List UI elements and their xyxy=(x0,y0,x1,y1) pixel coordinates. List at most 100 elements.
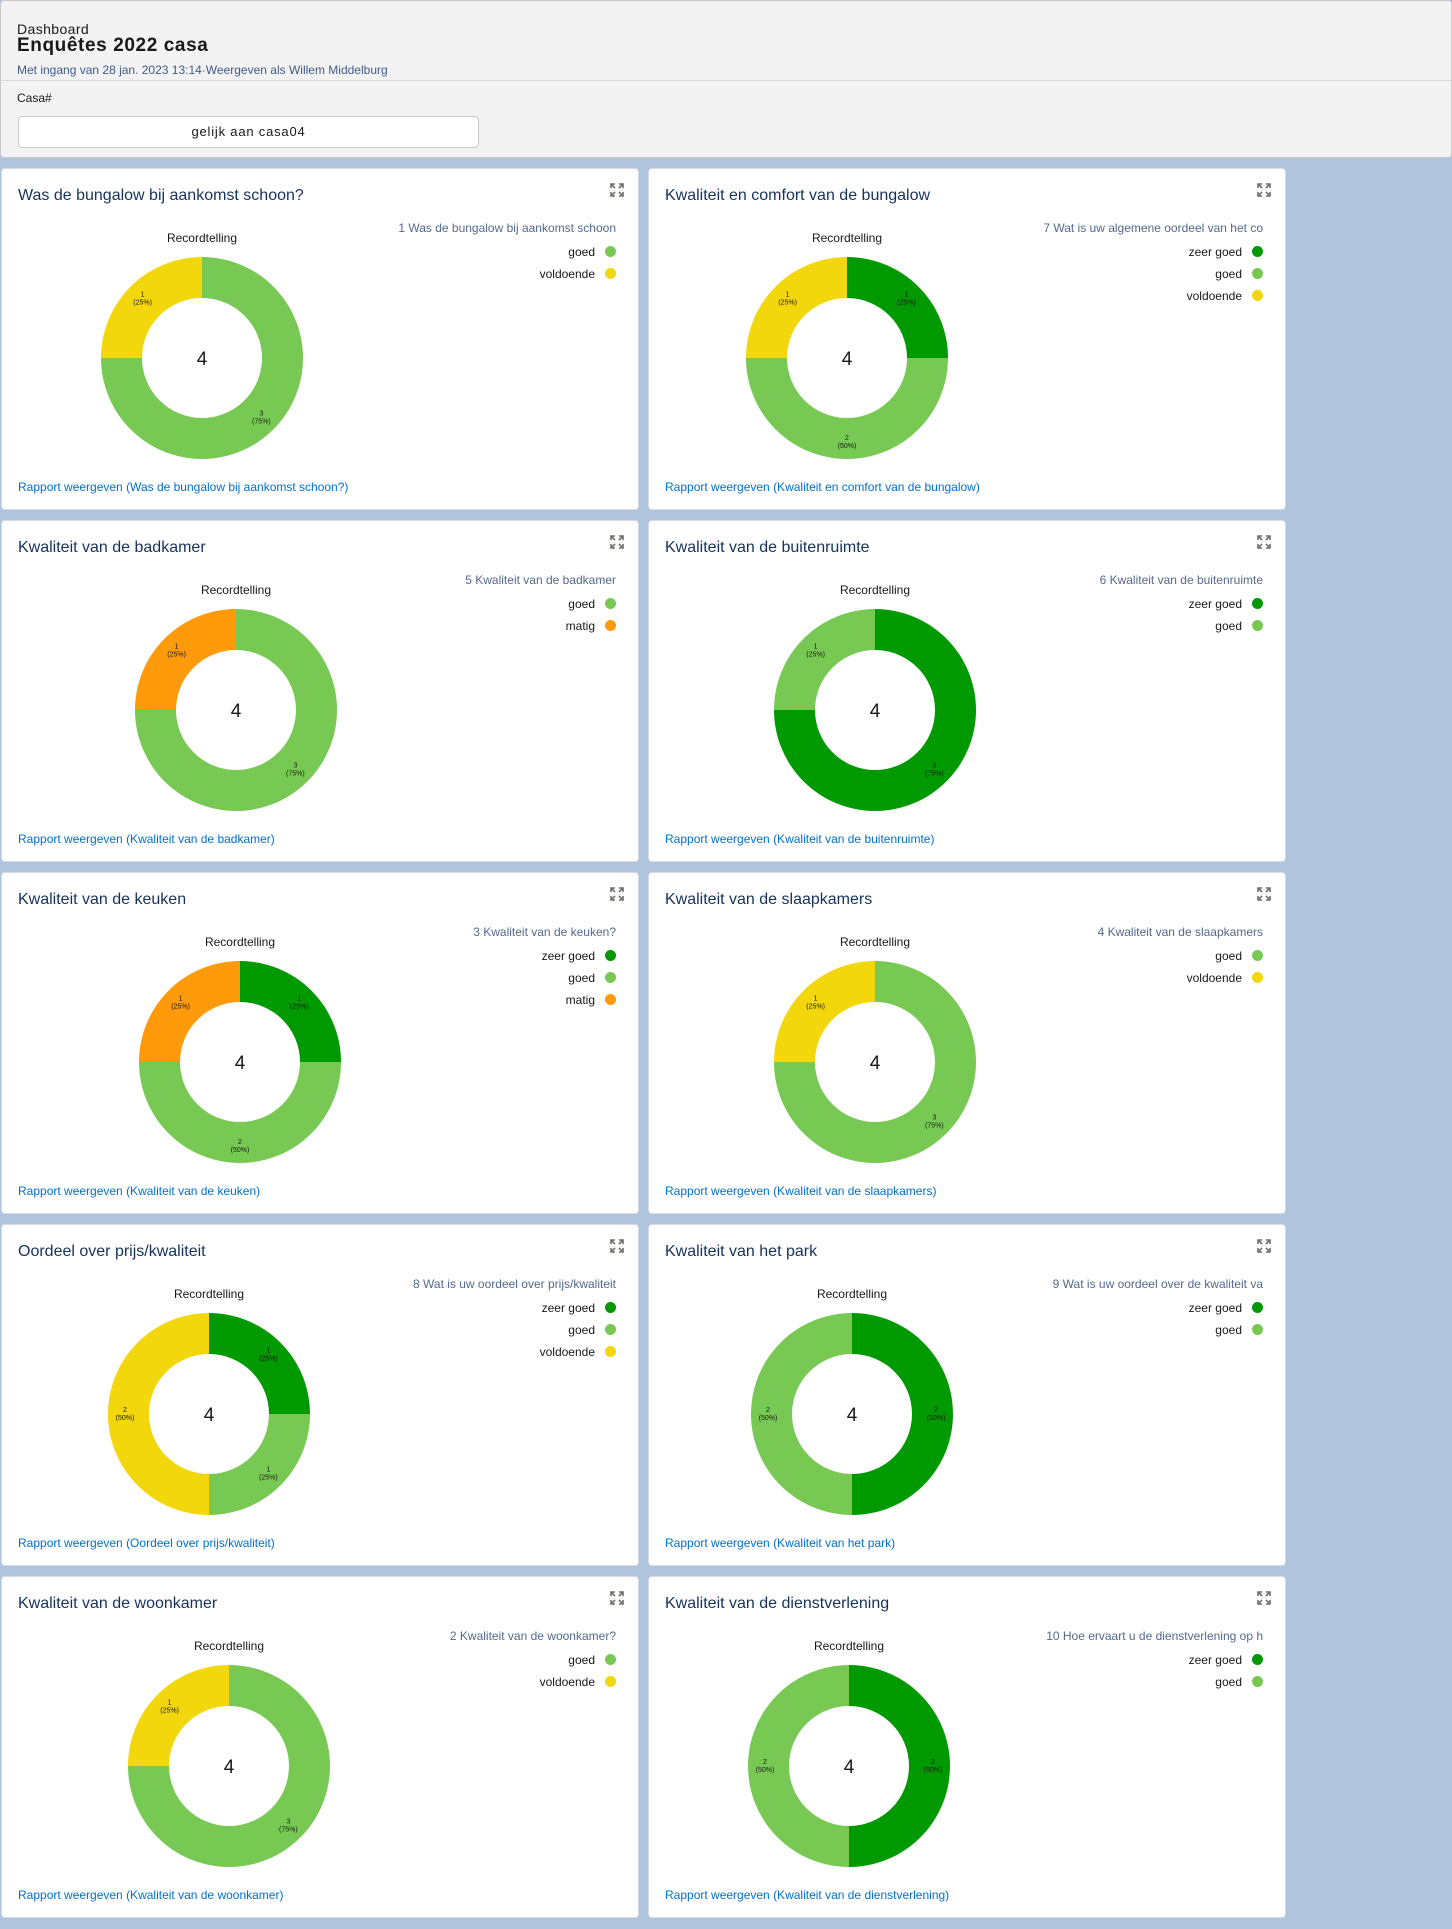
donut-slice-goed[interactable] xyxy=(751,1313,852,1515)
donut-slice-goed[interactable] xyxy=(774,961,976,1163)
expand-icon[interactable] xyxy=(1257,535,1271,549)
legend-item-voldoende[interactable]: voldoende xyxy=(398,263,616,285)
legend-item-voldoende[interactable]: voldoende xyxy=(1043,285,1263,307)
expand-icon[interactable] xyxy=(610,887,624,901)
donut-chart: 2 (50%) 2 (50%) 4 xyxy=(750,1312,954,1516)
donut-slice-voldoende[interactable] xyxy=(746,257,847,358)
legend-swatch xyxy=(1252,620,1263,631)
slice-value-label: 1 xyxy=(814,644,818,651)
donut-slice-zeer-goed[interactable] xyxy=(240,961,341,1062)
slice-value-label: 1 xyxy=(179,996,183,1003)
legend-item-voldoende[interactable]: voldoende xyxy=(450,1671,616,1693)
chart-legend: 10 Hoe ervaart u de dienstverlening op h… xyxy=(1046,1627,1263,1693)
donut-total: 4 xyxy=(870,701,881,722)
card-title[interactable]: Kwaliteit van de buitenruimte xyxy=(665,539,870,556)
donut-slice-zeer-goed[interactable] xyxy=(852,1313,953,1515)
legend-item-goed[interactable]: goed xyxy=(413,1319,616,1341)
report-link[interactable]: Rapport weergeven (Kwaliteit van het par… xyxy=(665,1536,896,1550)
donut-slice-goed[interactable] xyxy=(128,1665,330,1867)
report-link[interactable]: Rapport weergeven (Kwaliteit en comfort … xyxy=(665,480,980,494)
card-title[interactable]: Kwaliteit van de slaapkamers xyxy=(665,891,873,908)
chart-legend: 4 Kwaliteit van de slaapkamers goed voldoe… xyxy=(1098,923,1263,989)
donut-slice-goed[interactable] xyxy=(135,609,337,811)
slice-percent-label: (50%) xyxy=(116,1415,135,1422)
legend-item-goed[interactable]: goed xyxy=(465,593,616,615)
expand-icon[interactable] xyxy=(1257,1591,1271,1605)
donut-slice-goed[interactable] xyxy=(139,1062,341,1163)
legend-label: goed xyxy=(568,971,595,985)
legend-title: 1 Was de bungalow bij aankomst schoon xyxy=(398,221,616,235)
legend-item-goed[interactable]: goed xyxy=(473,967,616,989)
report-link[interactable]: Rapport weergeven (Was de bungalow bij a… xyxy=(18,480,349,494)
legend-item-voldoende[interactable]: voldoende xyxy=(413,1341,616,1363)
chart-card-1: Was de bungalow bij aankomst schoon? Reco… xyxy=(1,168,639,510)
donut-slice-zeer-goed[interactable] xyxy=(847,257,948,358)
filter-dropdown[interactable]: gelijk aan casa04 xyxy=(18,116,479,148)
legend-item-zeer-goed[interactable]: zeer goed xyxy=(1100,593,1263,615)
card-title[interactable]: Kwaliteit van het park xyxy=(665,1243,818,1260)
legend-swatch xyxy=(605,1654,616,1665)
legend-item-goed[interactable]: goed xyxy=(1046,1671,1263,1693)
donut-slice-voldoende[interactable] xyxy=(128,1665,229,1766)
card-title[interactable]: Kwaliteit van de woonkamer xyxy=(18,1595,218,1612)
report-link[interactable]: Rapport weergeven (Oordeel over prijs/kw… xyxy=(18,1536,275,1550)
legend-item-goed[interactable]: goed xyxy=(398,241,616,263)
report-link[interactable]: Rapport weergeven (Kwaliteit van de keuk… xyxy=(18,1184,261,1198)
report-link[interactable]: Rapport weergeven (Kwaliteit van de slaa… xyxy=(665,1184,937,1198)
donut-slice-matig[interactable] xyxy=(135,609,236,710)
donut-slice-zeer-goed[interactable] xyxy=(849,1665,950,1867)
expand-icon[interactable] xyxy=(610,1591,624,1605)
legend-item-voldoende[interactable]: voldoende xyxy=(1098,967,1263,989)
donut-slice-goed[interactable] xyxy=(748,1665,849,1867)
card-title[interactable]: Kwaliteit en comfort van de bungalow xyxy=(665,187,931,204)
donut-slice-voldoende[interactable] xyxy=(101,257,202,358)
legend-label: voldoende xyxy=(539,1345,595,1359)
measure-label: Recordtelling xyxy=(813,1639,885,1653)
legend-item-zeer-goed[interactable]: zeer goed xyxy=(1046,1649,1263,1671)
donut-slice-goed[interactable] xyxy=(746,358,948,459)
expand-icon[interactable] xyxy=(610,1239,624,1253)
legend-item-matig[interactable]: matig xyxy=(473,989,616,1011)
donut-slice-voldoende[interactable] xyxy=(108,1313,209,1515)
dashboard-header: Dashboard Enquêtes 2022 casa Met ingang … xyxy=(0,0,1452,158)
report-link[interactable]: Rapport weergeven (Kwaliteit van de buit… xyxy=(665,832,935,846)
legend-item-zeer-goed[interactable]: zeer goed xyxy=(413,1297,616,1319)
report-link[interactable]: Rapport weergeven (Kwaliteit van de dien… xyxy=(665,1888,950,1902)
report-link[interactable]: Rapport weergeven (Kwaliteit van de badk… xyxy=(18,832,275,846)
legend-label: goed xyxy=(1215,949,1242,963)
legend-item-matig[interactable]: matig xyxy=(465,615,616,637)
expand-icon[interactable] xyxy=(1257,887,1271,901)
card-title[interactable]: Kwaliteit van de keuken xyxy=(18,891,187,908)
chart-legend: 2 Kwaliteit van de woonkamer? goed voldoen… xyxy=(450,1627,616,1693)
donut-slice-matig[interactable] xyxy=(139,961,240,1062)
expand-icon[interactable] xyxy=(610,183,624,197)
donut-svg: 2(50%)2(50%) 4 xyxy=(748,1665,950,1867)
legend-item-goed[interactable]: goed xyxy=(1098,945,1263,967)
card-title[interactable]: Kwaliteit van de dienstverlening xyxy=(665,1595,890,1612)
report-link[interactable]: Rapport weergeven (Kwaliteit van de woon… xyxy=(18,1888,284,1902)
legend-item-zeer-goed[interactable]: zeer goed xyxy=(1043,241,1263,263)
donut-slice-zeer-goed[interactable] xyxy=(209,1313,310,1414)
legend-item-goed[interactable]: goed xyxy=(1053,1319,1263,1341)
expand-icon[interactable] xyxy=(610,535,624,549)
card-title[interactable]: Was de bungalow bij aankomst schoon? xyxy=(18,187,304,204)
donut-slice-voldoende[interactable] xyxy=(774,961,875,1062)
expand-icon[interactable] xyxy=(1257,183,1271,197)
donut-svg: 1(25%)2(50%)1(25%)4 xyxy=(139,961,341,1163)
expand-icon[interactable] xyxy=(1257,1239,1271,1253)
legend-item-zeer-goed[interactable]: zeer goed xyxy=(1053,1297,1263,1319)
slice-percent-label: (25%) xyxy=(167,652,186,659)
legend-label: zeer goed xyxy=(1188,1653,1242,1667)
legend-item-goed[interactable]: goed xyxy=(1100,615,1263,637)
breadcrumb[interactable]: Dashboard xyxy=(17,21,90,37)
card-title[interactable]: Kwaliteit van de badkamer xyxy=(18,539,206,556)
chart-card-2: Kwaliteit en comfort van de bungalow Reco… xyxy=(648,168,1286,510)
donut-slice-goed[interactable] xyxy=(101,257,303,459)
card-title[interactable]: Oordeel over prijs/kwaliteit xyxy=(18,1243,206,1260)
legend-item-goed[interactable]: goed xyxy=(1043,263,1263,285)
legend-item-goed[interactable]: goed xyxy=(450,1649,616,1671)
donut-slice-goed[interactable] xyxy=(209,1414,310,1515)
donut-slice-goed[interactable] xyxy=(774,609,875,710)
donut-slice-zeer-goed[interactable] xyxy=(774,609,976,811)
legend-item-zeer-goed[interactable]: zeer goed xyxy=(473,945,616,967)
